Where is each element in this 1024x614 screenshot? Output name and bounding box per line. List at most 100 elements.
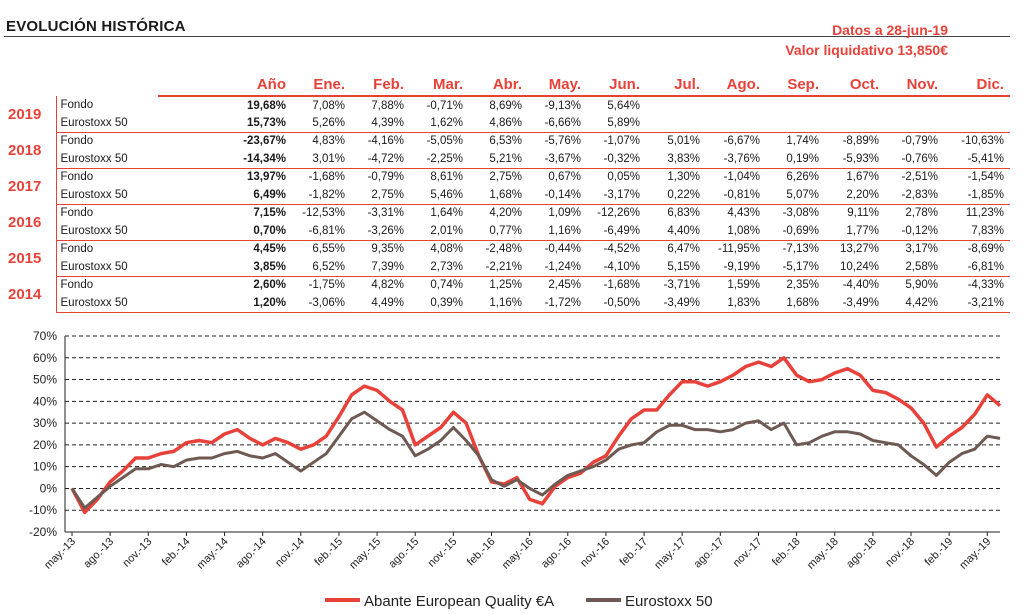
table-row: 2019 Fondo 19,68% 7,08% 7,88% -0,71% 8,69% -9,1… xyxy=(4,96,1010,132)
monthly-return: 3,17% xyxy=(905,243,938,256)
row-label: Eurostoxx 50 xyxy=(56,114,158,133)
x-tick-label: may.-15 xyxy=(347,536,383,572)
monthly-return: 8,69% xyxy=(489,99,522,112)
y-tick-label: 20% xyxy=(33,438,57,452)
monthly-return: 5,64% xyxy=(607,99,640,112)
monthly-return: -3,26% xyxy=(351,222,410,241)
monthly-return: -0,76% xyxy=(885,150,944,169)
y-tick-label: -10% xyxy=(29,503,57,517)
monthly-return: -7,13% xyxy=(782,243,819,256)
monthly-return: -1,68% xyxy=(308,171,345,184)
table-row: Eurostoxx 50 15,73% 5,26% 4,39% 1,62% 4,86% -6… xyxy=(4,114,1010,133)
monthly-return: 4,86% xyxy=(469,114,528,133)
header-month: Feb. xyxy=(351,74,410,97)
monthly-return: 4,42% xyxy=(885,294,944,313)
monthly-return: -4,16% xyxy=(367,135,404,148)
monthly-return: 1,68% xyxy=(766,294,825,313)
monthly-return: 1,67% xyxy=(846,171,879,184)
monthly-return: -5,05% xyxy=(426,135,463,148)
page-title: EVOLUCIÓN HISTÓRICA xyxy=(6,18,186,35)
monthly-return: -12,26% xyxy=(597,207,640,220)
series-line-fund xyxy=(70,356,1002,515)
nav-value: Valor liquidativo 13,850€ xyxy=(785,42,948,58)
x-tick-label: nov.-18 xyxy=(883,536,917,570)
monthly-return: 7,88% xyxy=(371,99,404,112)
x-tick-label: may.-18 xyxy=(805,536,841,572)
monthly-return: 10,24% xyxy=(825,258,885,277)
header-month: Ago. xyxy=(706,74,766,97)
monthly-return: 4,49% xyxy=(351,294,410,313)
monthly-return: -0,71% xyxy=(426,99,463,112)
monthly-return: 5,90% xyxy=(905,279,938,292)
row-label: Eurostoxx 50 xyxy=(56,186,158,205)
row-label: Fondo xyxy=(60,99,94,111)
title-divider xyxy=(4,36,1010,37)
monthly-return xyxy=(646,96,706,114)
monthly-return: 1,16% xyxy=(528,222,587,241)
monthly-return xyxy=(944,96,1010,114)
monthly-return: -4,10% xyxy=(587,258,646,277)
header-month: Mar. xyxy=(410,74,469,97)
monthly-return: -0,79% xyxy=(901,135,938,148)
monthly-return: 5,15% xyxy=(646,258,706,277)
monthly-return: 7,83% xyxy=(944,222,1010,241)
table-row: 2014 Fondo 2,60% -1,75% 4,82% 0,74% 1,25% 2,45%… xyxy=(4,276,1010,312)
monthly-return: 0,77% xyxy=(469,222,528,241)
monthly-return: 7,39% xyxy=(351,258,410,277)
data-date: Datos a 28-jun-19 xyxy=(832,22,948,38)
monthly-return: 2,75% xyxy=(351,186,410,205)
monthly-return: -1,04% xyxy=(723,171,760,184)
monthly-return: -0,81% xyxy=(706,186,766,205)
monthly-return: -0,14% xyxy=(528,186,587,205)
row-label: Fondo xyxy=(60,171,94,184)
row-label: Fondo xyxy=(60,243,94,256)
monthly-return: 2,73% xyxy=(410,258,469,277)
monthly-return: -2,25% xyxy=(410,150,469,169)
monthly-return: -5,93% xyxy=(825,150,885,169)
monthly-return: 4,40% xyxy=(646,222,706,241)
monthly-return: 2,75% xyxy=(489,171,522,184)
x-tick-label: feb.-18 xyxy=(770,536,803,569)
monthly-return: 1,77% xyxy=(825,222,885,241)
table-header-row: Año Ene. Feb. Mar. Abr. May. Jun. Jul. Ago. Sep. O… xyxy=(4,74,1010,97)
monthly-return: -4,72% xyxy=(351,150,410,169)
monthly-return: 5,26% xyxy=(292,114,351,133)
monthly-return: 2,20% xyxy=(825,186,885,205)
monthly-return: 6,55% xyxy=(312,243,345,256)
monthly-return: -3,71% xyxy=(663,279,700,292)
monthly-return: -5,41% xyxy=(944,150,1010,169)
legend-label-index: Eurostoxx 50 xyxy=(625,593,713,610)
x-tick-label: feb.-17 xyxy=(617,536,650,569)
x-tick-label: ago.-15 xyxy=(386,536,421,571)
monthly-return: -1,72% xyxy=(528,294,587,313)
monthly-return: 1,74% xyxy=(786,135,819,148)
y-tick-label: 50% xyxy=(33,373,57,387)
monthly-return: 11,23% xyxy=(965,207,1004,220)
row-label: Fondo xyxy=(60,279,94,292)
header-month: Sep. xyxy=(766,74,825,97)
monthly-return: -2,21% xyxy=(469,258,528,277)
annual-return: 19,68% xyxy=(246,99,286,112)
monthly-return: -1,54% xyxy=(967,171,1004,184)
monthly-return: 1,30% xyxy=(667,171,700,184)
monthly-return: -1,68% xyxy=(603,279,640,292)
monthly-return: -0,12% xyxy=(885,222,944,241)
year-label: 2018 xyxy=(4,132,57,168)
monthly-return: -3,21% xyxy=(944,294,1010,313)
monthly-return: -1,75% xyxy=(308,279,345,292)
row-label: Eurostoxx 50 xyxy=(56,294,158,313)
x-tick-label: ago.-14 xyxy=(234,536,269,571)
y-tick-label: 10% xyxy=(33,460,57,474)
x-tick-label: ago.-13 xyxy=(81,536,116,571)
monthly-return: -6,67% xyxy=(723,135,760,148)
monthly-return: -3,31% xyxy=(367,207,404,220)
monthly-return: 6,47% xyxy=(667,243,700,256)
monthly-return: 4,20% xyxy=(489,207,522,220)
header-month: Jul. xyxy=(646,74,706,97)
monthly-return: -3,17% xyxy=(587,186,646,205)
monthly-return: -1,85% xyxy=(944,186,1010,205)
monthly-return: 1,16% xyxy=(469,294,528,313)
monthly-return: -4,40% xyxy=(842,279,879,292)
annual-return: 3,85% xyxy=(158,258,292,277)
monthly-return: 5,89% xyxy=(587,114,646,133)
